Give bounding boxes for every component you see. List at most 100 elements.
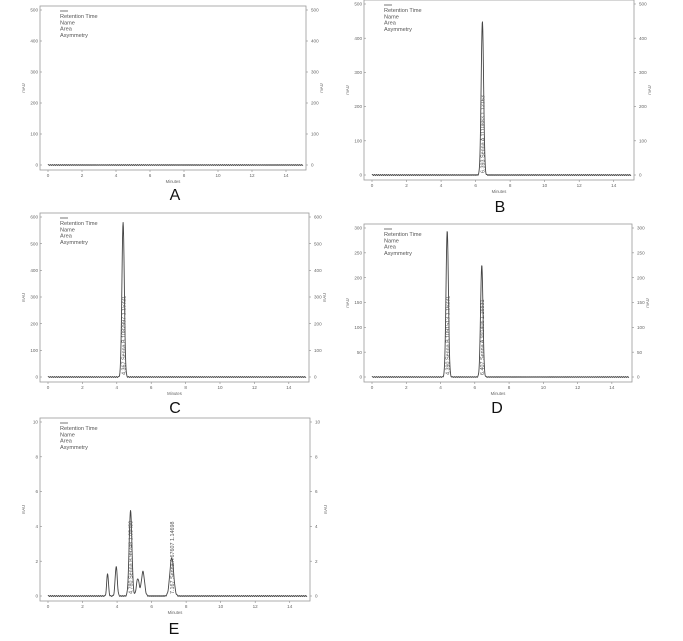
x-axis-title: Minutes (491, 391, 506, 396)
panel-letter: C (169, 400, 181, 417)
x-tick-label: 6 (474, 385, 477, 390)
y-axis-title: mAU (345, 298, 350, 307)
y-tick-label-right: 50 (637, 350, 643, 355)
x-tick-label: 14 (283, 173, 289, 178)
x-axis-title: Minutes (492, 189, 507, 194)
chromatogram-trace (47, 510, 308, 597)
y-tick-label: 500 (354, 2, 362, 7)
x-tick-label: 12 (575, 385, 581, 390)
y-tick-label: 100 (354, 325, 362, 330)
y-axis-title: mAU (21, 83, 26, 92)
x-tick-label: 12 (253, 604, 259, 609)
y-tick-label: 500 (30, 8, 38, 13)
chromatogram-trace (371, 21, 632, 176)
y-tick-label: 2 (35, 559, 38, 564)
x-axis-title: Minutes (168, 610, 183, 615)
x-axis-title: Minutes (166, 179, 181, 184)
plot-frame (39, 5, 307, 171)
y-tick-label: 100 (354, 138, 362, 143)
legend-entry: Area (384, 245, 397, 251)
x-tick-label: 2 (81, 604, 84, 609)
peak-label: 4.367 Senna B 1082997 1.15321 (121, 296, 127, 375)
x-tick-label: 2 (405, 183, 408, 188)
legend-entry: Retention Time (60, 426, 98, 432)
y-tick-label-right: 200 (314, 321, 322, 326)
panel-letter: B (495, 199, 506, 216)
x-tick-label: 2 (81, 385, 84, 390)
x-tick-label: 14 (286, 385, 292, 390)
y-tick-label: 150 (354, 300, 362, 305)
y-tick-label: 200 (30, 101, 38, 106)
legend-entry: Asymmetry (60, 240, 88, 246)
x-tick-label: 4 (115, 173, 118, 178)
y-tick-label: 300 (354, 70, 362, 75)
y-tick-label-right: 0 (311, 163, 314, 168)
y-tick-label-right: 400 (311, 39, 319, 44)
y-tick-label-right: 8 (315, 454, 318, 459)
y-tick-label: 400 (30, 268, 38, 273)
x-tick-label: 10 (215, 173, 221, 178)
x-tick-label: 0 (47, 385, 50, 390)
x-tick-label: 8 (508, 385, 511, 390)
y-tick-label-right: 6 (315, 489, 318, 494)
y-axis-title-right: mAU (319, 83, 324, 92)
peak-label: 4.780 Senna B 99248 1.05450 (129, 521, 135, 594)
x-tick-label: 0 (47, 173, 50, 178)
legend-entry: Retention Time (384, 232, 422, 238)
y-tick-label-right: 150 (637, 300, 645, 305)
y-tick-label-right: 100 (639, 138, 647, 143)
y-axis-title-right: mAU (647, 85, 652, 94)
y-tick-label-right: 400 (314, 268, 322, 273)
legend-entry: Retention Time (60, 14, 98, 20)
y-tick-label-right: 100 (314, 348, 322, 353)
y-tick-label-right: 0 (315, 594, 318, 599)
x-tick-label: 0 (371, 385, 374, 390)
x-tick-label: 0 (47, 604, 50, 609)
x-tick-label: 0 (371, 183, 374, 188)
y-tick-label: 6 (35, 489, 38, 494)
x-tick-label: 4 (440, 183, 443, 188)
y-tick-label-right: 200 (637, 275, 645, 280)
legend-entry: Asymmetry (384, 27, 412, 33)
y-tick-label: 0 (35, 375, 38, 380)
y-tick-label-right: 10 (315, 420, 321, 425)
x-tick-label: 8 (183, 173, 186, 178)
x-tick-label: 12 (577, 183, 583, 188)
y-tick-label: 300 (30, 295, 38, 300)
x-tick-label: 6 (149, 173, 152, 178)
peak-label: 7.167 Senna A 67607 1.14698 (170, 521, 176, 594)
plot-frame (39, 417, 311, 602)
plot-frame (363, 223, 633, 383)
x-tick-label: 10 (542, 183, 548, 188)
chromatogram-trace (47, 221, 307, 378)
y-tick-label: 50 (357, 350, 363, 355)
y-tick-label-right: 250 (637, 250, 645, 255)
x-tick-label: 6 (150, 385, 153, 390)
x-tick-label: 6 (474, 183, 477, 188)
x-tick-label: 10 (541, 385, 547, 390)
y-tick-label-right: 2 (315, 559, 318, 564)
x-tick-label: 8 (185, 604, 188, 609)
y-tick-label-right: 300 (314, 295, 322, 300)
plot-frame (363, 0, 635, 181)
y-axis-title-right: mAU (323, 505, 328, 514)
y-tick-label-right: 0 (314, 375, 317, 380)
y-tick-label: 8 (35, 454, 38, 459)
y-axis-title-right: mAU (645, 298, 650, 307)
y-tick-label: 200 (30, 321, 38, 326)
y-tick-label-right: 500 (311, 8, 319, 13)
y-tick-label: 250 (354, 250, 362, 255)
legend-entry: Name (384, 238, 399, 244)
y-tick-label: 500 (30, 241, 38, 246)
legend-entry: Asymmetry (384, 251, 412, 257)
y-tick-label-right: 400 (639, 36, 647, 41)
panel-letter: A (170, 187, 181, 204)
y-tick-label-right: 100 (637, 325, 645, 330)
legend-entry: Asymmetry (60, 445, 88, 451)
y-tick-label: 0 (35, 163, 38, 168)
x-axis-title: Minutes (167, 391, 182, 396)
legend-entry: Area (60, 234, 73, 240)
